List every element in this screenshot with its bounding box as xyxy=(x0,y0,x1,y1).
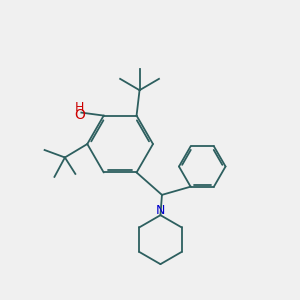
Text: N: N xyxy=(156,204,165,217)
Text: H: H xyxy=(75,101,85,114)
Text: O: O xyxy=(74,108,85,122)
